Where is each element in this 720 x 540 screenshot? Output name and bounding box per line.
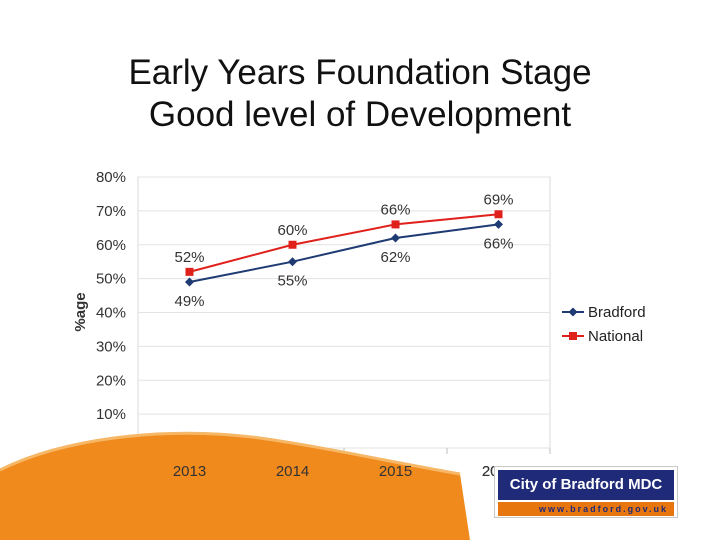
x-tick-label-top: 2013	[173, 463, 206, 480]
point-bradford-2015	[391, 233, 400, 243]
x-tick-label-top: 2014	[276, 463, 309, 480]
y-tick-label: 10%	[96, 406, 126, 423]
y-tick-label: 60%	[96, 237, 126, 254]
data-label-bradford: 55%	[277, 273, 307, 290]
point-national-2014	[288, 240, 297, 249]
data-label-national: 60%	[277, 222, 307, 239]
y-tick-label: 40%	[96, 305, 126, 322]
legend-label-bradford: Bradford	[588, 304, 646, 321]
title-line-1: Early Years Foundation Stage	[128, 53, 592, 92]
x-tick-label-top: 2015	[379, 463, 412, 480]
legend-marker-national	[569, 332, 577, 340]
legend-label-national: National	[588, 328, 643, 345]
point-national-2015	[391, 220, 400, 229]
point-bradford-2014	[288, 257, 297, 267]
y-axis-label: %age	[72, 292, 89, 331]
point-national-2016	[494, 210, 503, 219]
decorative-swoosh	[0, 433, 470, 540]
title-line-2: Good level of Development	[148, 95, 572, 134]
y-tick-label: 20%	[96, 372, 126, 389]
logo-url: www.bradford.gov.uk	[498, 502, 674, 516]
slide-title: Early Years Foundation Stage Good level …	[0, 52, 720, 136]
point-bradford-2016	[494, 219, 503, 229]
data-label-bradford: 49%	[174, 293, 204, 310]
y-tick-label: 50%	[96, 271, 126, 288]
data-label-national: 66%	[380, 201, 410, 218]
decorative-swoosh-edge	[0, 431, 461, 476]
legend-marker-bradford	[568, 307, 578, 317]
logo-name: City of Bradford MDC	[498, 470, 674, 500]
y-tick-label: 80%	[96, 169, 126, 186]
y-tick-label: 30%	[96, 338, 126, 355]
point-bradford-2013	[185, 277, 194, 287]
data-label-national: 69%	[483, 191, 513, 208]
series-line-bradford	[189, 223, 499, 283]
data-label-national: 52%	[174, 249, 204, 266]
y-tick-label: 70%	[96, 203, 126, 220]
data-label-bradford: 66%	[483, 235, 513, 252]
series-line-national	[189, 213, 499, 273]
data-label-bradford: 62%	[380, 249, 410, 266]
council-logo: City of Bradford MDC www.bradford.gov.uk	[494, 466, 678, 518]
point-national-2013	[185, 267, 194, 276]
